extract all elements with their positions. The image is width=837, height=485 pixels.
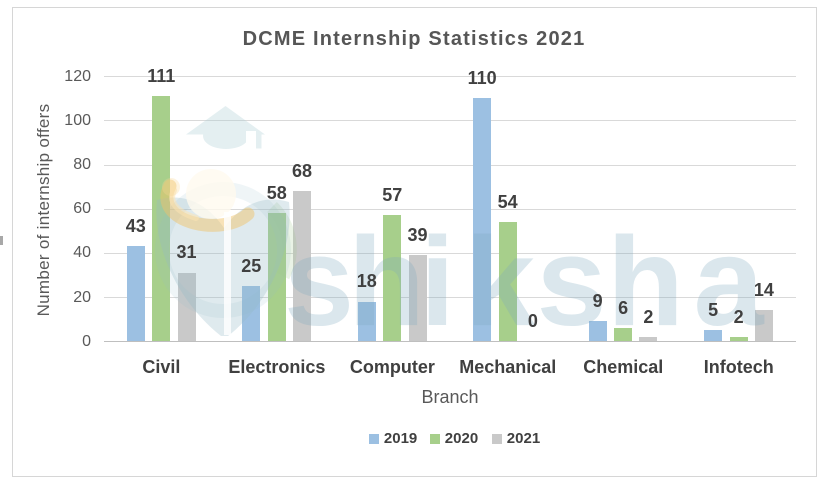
svg-text:s: s (536, 211, 606, 352)
svg-text:h: h (348, 211, 425, 352)
svg-text:h: h (607, 211, 684, 352)
svg-text:s: s (284, 211, 354, 352)
svg-text:a: a (693, 211, 764, 352)
svg-text:i: i (420, 211, 455, 352)
svg-text:k: k (465, 211, 536, 352)
